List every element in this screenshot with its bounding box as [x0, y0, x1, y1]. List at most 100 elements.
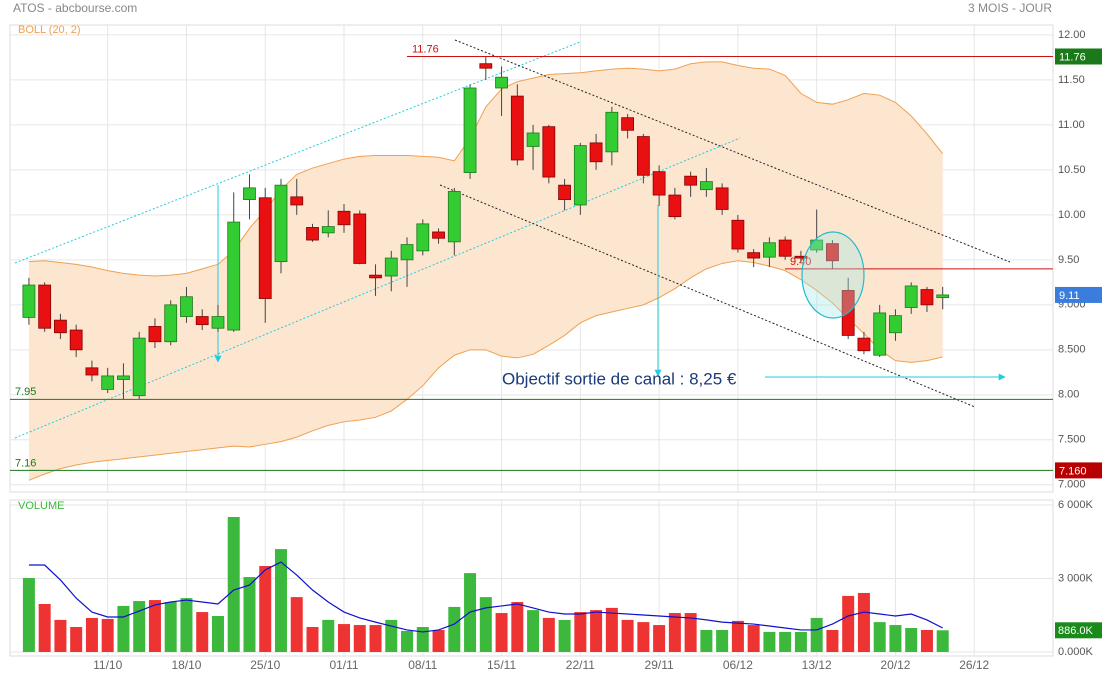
volume-bar: [54, 619, 67, 652]
candle-body: [353, 213, 367, 264]
volume-bar: [211, 615, 224, 652]
candle-body: [715, 187, 729, 210]
candle-body: [794, 255, 808, 259]
volume-bar: [338, 624, 351, 652]
candle-body: [180, 296, 193, 317]
volume-bar: [164, 602, 177, 652]
candle-body: [636, 136, 650, 176]
volume-bar: [22, 578, 35, 652]
candle-body: [400, 244, 414, 261]
candle-body: [306, 227, 319, 241]
volume-bar: [479, 597, 492, 652]
tag-layer: 11.76 7.160 9.11 886.0K: [1055, 48, 1102, 639]
x-tick-label: 20/12: [880, 658, 910, 672]
volume-bar: [274, 549, 287, 652]
price-tag: [1055, 462, 1102, 479]
volume-bar: [117, 605, 130, 652]
volume-bar: [369, 625, 382, 652]
volume-bar: [668, 613, 681, 652]
volume-bar: [542, 617, 555, 652]
volume-bar: [70, 627, 83, 652]
last-price-label: 9.11: [1059, 290, 1080, 302]
volume-bar: [731, 620, 744, 652]
volume-bar: [637, 622, 650, 652]
volume-bar: [779, 631, 792, 652]
volume-bar: [401, 630, 414, 652]
candle-body: [668, 194, 682, 218]
candle-body: [479, 63, 493, 69]
price-tag-label: 7.160: [1059, 465, 1087, 477]
candle-body: [904, 285, 918, 308]
candle-body: [132, 337, 146, 397]
volume-bar: [180, 598, 193, 652]
candle-body: [621, 117, 635, 131]
volume-bar: [810, 617, 823, 652]
volume-bar: [101, 618, 114, 652]
volume-bar: [259, 566, 272, 652]
candle-body: [290, 196, 304, 206]
candle-body: [763, 242, 776, 258]
drawings: [14, 39, 1011, 439]
volume-bar: [857, 592, 870, 652]
y-tick-label: 3 000K: [1058, 572, 1094, 584]
candle-body: [243, 187, 256, 200]
volume-bar: [794, 631, 807, 652]
candle-body: [69, 329, 83, 351]
y-tick-label: 8.00: [1058, 389, 1079, 401]
volume-bar: [448, 606, 461, 652]
foreground-layer: 11/10 18/10 25/10 01/11 08/11 15/11 22/11 29/11…: [10, 24, 1094, 672]
band-legend: BOLL (20, 2): [18, 24, 81, 36]
candle-body: [54, 319, 67, 334]
candle-body: [605, 111, 619, 153]
candle-body: [526, 132, 540, 147]
volume-bar: [936, 630, 949, 652]
y-tick-label: 12.00: [1058, 29, 1086, 41]
candle-body: [684, 175, 698, 186]
candle-body: [826, 243, 839, 262]
x-tick-label: 08/11: [408, 658, 437, 672]
x-tick-label: 18/10: [171, 658, 201, 672]
candle-body: [227, 221, 241, 331]
level-label: 9.40: [790, 256, 811, 268]
trend-line: [439, 184, 976, 408]
candle-body: [558, 184, 571, 200]
chart-title: ATOS - abcbourse.com: [13, 1, 137, 15]
band-area: [28, 61, 943, 481]
candle-body: [495, 76, 508, 89]
volume-bar: [558, 619, 571, 652]
volume-bar: [495, 613, 508, 652]
last-price-tag: [1055, 286, 1102, 303]
candle-body: [117, 375, 130, 380]
volume-bar: [716, 629, 729, 652]
volume-bar: [605, 607, 618, 652]
volume-average: [28, 561, 943, 633]
candle-body: [195, 316, 209, 326]
level-label: 11.76: [412, 43, 439, 55]
candle-body: [699, 181, 713, 191]
annotation: Objectif sortie de canal : 8,25 €: [502, 369, 737, 388]
volume-bar: [826, 629, 839, 652]
y-tick-label: 11.50: [1058, 74, 1085, 86]
volume-bar: [322, 619, 335, 652]
volume-bar: [653, 625, 666, 652]
candle-body: [873, 312, 887, 356]
volume-bar: [905, 627, 918, 652]
volume-bar: [527, 610, 540, 652]
x-tick-label: 26/12: [959, 658, 989, 672]
candle-body: [384, 257, 398, 277]
candle-body: [337, 210, 351, 226]
volume-bar: [243, 577, 256, 652]
candle-body: [778, 239, 792, 257]
y-tick-label: 9.50: [1058, 254, 1079, 266]
candle-body: [432, 231, 445, 239]
volume-bar: [196, 612, 209, 652]
level-label: 7.95: [15, 386, 36, 398]
candle-body: [101, 375, 115, 390]
volume-bar: [590, 610, 603, 652]
candle-body: [542, 126, 556, 178]
candle-body: [747, 252, 761, 259]
candle-body: [889, 315, 902, 334]
volume-bar: [85, 617, 98, 652]
y-tick-label: 8.500: [1058, 344, 1086, 356]
